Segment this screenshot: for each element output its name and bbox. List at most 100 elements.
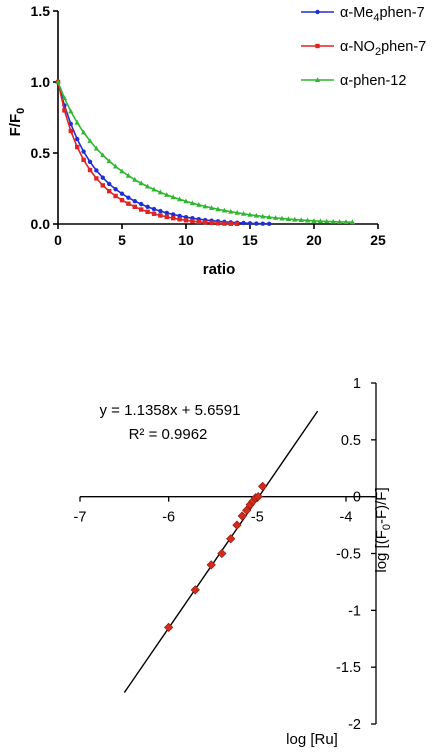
data-point (241, 210, 247, 216)
x-tick-label: 5 (118, 232, 126, 248)
data-point (125, 172, 131, 178)
data-point (106, 158, 112, 164)
data-point (93, 145, 99, 151)
data-point (190, 585, 200, 595)
x-axis-label: log [Ru] (286, 731, 338, 748)
data-point (139, 207, 144, 212)
data-point (311, 218, 317, 223)
y-tick-label: -2 (348, 717, 361, 733)
data-point (107, 188, 112, 194)
chart-log-fit: -7 -6 -5 -4 1 0.5 0 -0.5 -1 -1.5 -2 y = 1.1358x + … (74, 376, 393, 748)
data-point (292, 216, 298, 222)
data-point (171, 215, 176, 221)
y-axis-label-main: F/F (7, 114, 24, 137)
y-tick-label: 0.5 (31, 145, 51, 161)
series-3 (55, 79, 355, 225)
data-point (324, 218, 330, 224)
data-point (266, 214, 272, 220)
series-2 (55, 79, 240, 227)
data-point (209, 220, 214, 226)
legend-label-text: α-phen-12 (340, 73, 406, 89)
data-point (164, 622, 174, 633)
legend-label: α-Me4phen-7 (340, 5, 425, 24)
data-point (81, 149, 86, 154)
data-point (228, 208, 234, 214)
data-point (94, 168, 99, 173)
y-axis-label-subscript: 0 (381, 524, 393, 530)
y-tick-label: 1 (353, 376, 361, 392)
data-point (330, 218, 336, 224)
y-axis-label-pre: log [(F (373, 530, 390, 573)
data-point (221, 207, 227, 213)
legend-label-text: α-NO (340, 39, 375, 55)
data-point (177, 196, 183, 202)
data-point (81, 129, 87, 135)
data-point (87, 167, 93, 173)
data-point (62, 108, 67, 113)
data-point (196, 219, 201, 225)
data-point (177, 213, 182, 219)
series-1 (55, 79, 272, 227)
data-point (177, 217, 182, 222)
y-tick-label: 1.0 (31, 74, 51, 90)
data-point (298, 217, 304, 223)
legend-swatch-marker (315, 9, 320, 15)
data-point (139, 201, 144, 207)
data-point (228, 221, 233, 226)
x-tick-label: -4 (340, 510, 353, 526)
data-point (132, 198, 137, 204)
x-tick-label: -6 (162, 510, 175, 526)
data-point (235, 221, 240, 227)
data-point (215, 206, 221, 212)
data-point (170, 194, 176, 200)
data-point (119, 168, 125, 174)
data-point (226, 534, 236, 544)
legend: α-Me4phen-7 α-NO2phen-7 α-phen-12 (301, 5, 426, 89)
data-point (273, 215, 279, 220)
y-tick-label: 0 (353, 490, 361, 506)
data-point (113, 193, 118, 199)
data-point (279, 215, 285, 221)
data-point (241, 220, 246, 226)
legend-item-2: α-NO2phen-7 (301, 39, 426, 58)
x-axis-label: ratio (203, 261, 236, 278)
data-point (132, 176, 138, 182)
y-tick-label: -1.5 (336, 660, 361, 676)
data-point (100, 183, 105, 188)
y-axis-label: log [(F0-F)/F] (373, 487, 393, 572)
data-point (119, 197, 125, 203)
data-point (254, 221, 259, 226)
data-point (75, 136, 80, 142)
data-point (81, 157, 86, 163)
data-point (107, 181, 112, 187)
data-point (145, 204, 150, 210)
data-point (94, 176, 99, 181)
data-point (260, 213, 266, 219)
data-point (190, 218, 195, 224)
data-point (234, 209, 240, 215)
data-point (337, 219, 343, 224)
y-tick-label: 1.5 (31, 3, 51, 19)
data-point (215, 221, 221, 226)
y-axis-label-post: -F)/F] (373, 487, 390, 524)
data-point (68, 128, 73, 134)
legend-label-text: phen-7 (381, 39, 426, 55)
data-point (203, 220, 208, 225)
data-point (206, 560, 216, 570)
data-point (253, 492, 263, 502)
data-point (237, 511, 247, 521)
axes: 0 5 10 15 20 25 0.0 0.5 1.0 1.5 (31, 3, 386, 248)
data-point (151, 186, 157, 192)
data-point (305, 217, 311, 223)
x-tick-label: 20 (306, 232, 322, 248)
data-point (232, 520, 242, 530)
y-axis-label: F/F0 (7, 108, 27, 137)
data-point (267, 221, 272, 227)
x-tick-label: 10 (178, 232, 194, 248)
data-point (202, 203, 208, 209)
data-point (132, 204, 137, 210)
data-point (145, 183, 151, 189)
data-point (61, 95, 67, 101)
r-squared: R² = 0.9962 (129, 426, 208, 443)
data-point (343, 219, 349, 225)
